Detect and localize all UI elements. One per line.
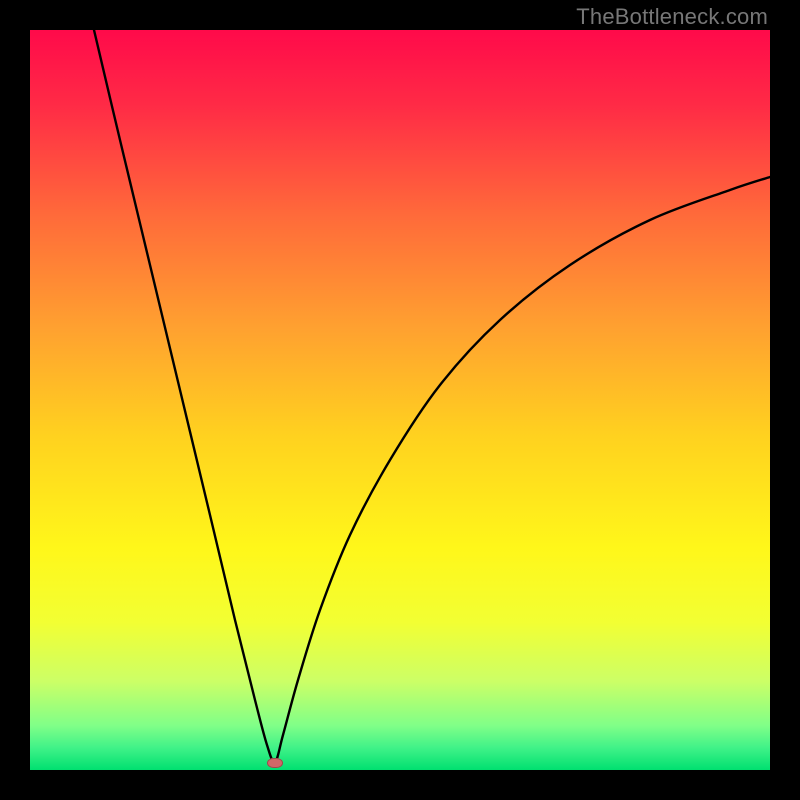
minimum-marker: [267, 758, 283, 768]
bottleneck-curve: [30, 30, 770, 770]
watermark-text: TheBottleneck.com: [576, 4, 768, 30]
chart-frame: TheBottleneck.com: [0, 0, 800, 800]
plot-area: [30, 30, 770, 770]
